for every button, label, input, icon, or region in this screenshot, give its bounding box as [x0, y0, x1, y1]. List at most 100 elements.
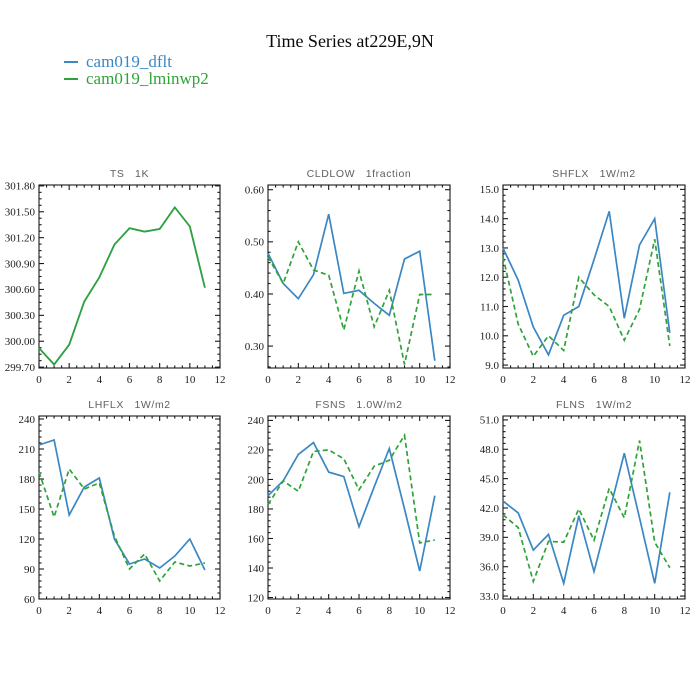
x-tick-label: 10: [414, 374, 426, 386]
x-tick-label: 10: [649, 605, 661, 617]
y-tick-label: 210: [19, 444, 36, 456]
subplot-cldlow: CLDLOW 1fraction 0.30 0.40 0.50 0.60 0 2 4 6 8 10…: [229, 159, 463, 394]
y-tick-label: 51.0: [480, 415, 500, 427]
plot-canvas-ts: 299.70 300.00 300.30 300.60 300.90 301.20 301.…: [5, 181, 226, 386]
x-tick-label: 6: [127, 605, 133, 617]
legend-item-dflt: cam019_dflt: [64, 51, 209, 71]
x-tick-label: 4: [97, 374, 103, 386]
plot-canvas-cldlow: 0.30 0.40 0.50 0.60 0 2 4 6 8 10 12: [245, 184, 456, 386]
plot-box: [38, 184, 221, 369]
y-tick-label: 45.0: [480, 473, 500, 485]
legend-line-swatch-blue: [64, 60, 78, 63]
subplot-fsns: FSNS 1.0W/m2 120 140 160 180 200 220 240 0 2 4 6 8 1…: [229, 390, 463, 625]
y-tick-label: 14.0: [480, 213, 500, 225]
y-tick-label: 11.0: [480, 301, 499, 313]
series-line-cam019_dflt: [502, 452, 671, 587]
x-tick-label: 8: [622, 374, 628, 386]
y-tick-label: 140: [248, 563, 265, 575]
axes: [267, 415, 451, 600]
y-tick-label: 120: [248, 592, 265, 604]
series-line-cam019_dflt: [267, 213, 436, 361]
subplot-shflx: SHFLX 1W/m2 9.0 10.0 11.0 12.0 13.0 14.0 15.0 0…: [464, 159, 698, 394]
x-tick-label: 12: [680, 605, 691, 617]
x-tick-label: 0: [265, 374, 271, 386]
x-tick-label: 4: [326, 605, 332, 617]
x-tick-label: 10: [649, 374, 661, 386]
x-tick-label: 10: [184, 374, 196, 386]
legend-label: cam019_dflt: [86, 51, 172, 71]
x-tick-label: 6: [356, 605, 362, 617]
x-tick-label: 2: [66, 605, 72, 617]
y-tick-label: 48.0: [480, 444, 500, 456]
x-tick-label: 10: [414, 605, 426, 617]
y-tick-label: 300.60: [5, 284, 36, 296]
x-tick-label: 2: [296, 605, 302, 617]
x-tick-label: 6: [591, 605, 597, 617]
legend-line-swatch-green: [64, 77, 78, 80]
axes: [38, 184, 221, 369]
axes: [38, 415, 221, 600]
subplot-title-fsns: FSNS 1.0W/m2: [315, 399, 403, 411]
legend: cam019_dflt cam019_lminwp2: [64, 51, 209, 88]
x-tick-label: 0: [36, 374, 42, 386]
x-tick-label: 0: [500, 605, 506, 617]
y-tick-label: 39.0: [480, 532, 500, 544]
y-tick-label: 60: [24, 594, 36, 606]
y-tick-label: 240: [19, 414, 36, 426]
x-tick-label: 12: [680, 374, 691, 386]
y-tick-label: 0.50: [245, 237, 265, 249]
axes: [267, 184, 451, 369]
y-tick-label: 180: [248, 504, 265, 516]
axes: [502, 415, 686, 600]
y-tick-label: 36.0: [480, 562, 500, 574]
y-tick-label: 301.20: [5, 232, 36, 244]
y-tick-label: 15.0: [480, 184, 500, 196]
x-tick-label: 0: [500, 374, 506, 386]
y-tick-label: 12.0: [480, 272, 500, 284]
y-tick-label: 0.40: [245, 289, 265, 301]
x-tick-label: 4: [326, 374, 332, 386]
x-tick-label: 8: [622, 605, 628, 617]
x-tick-label: 8: [157, 605, 163, 617]
x-tick-label: 6: [127, 374, 133, 386]
legend-item-lminwp2: cam019_lminwp2: [64, 68, 209, 88]
subplot-title-shflx: SHFLX 1W/m2: [552, 168, 636, 180]
series-line-cam019_lminwp2: [267, 239, 435, 365]
y-tick-label: 300.30: [5, 310, 36, 322]
x-tick-label: 2: [531, 374, 537, 386]
x-tick-label: 8: [387, 374, 393, 386]
y-tick-label: 10.0: [480, 331, 500, 343]
y-tick-label: 90: [24, 564, 36, 576]
y-tick-label: 42.0: [480, 503, 500, 515]
subplot-lhflx: LHFLX 1W/m2 60 90 120 150 180 210 240 0 2 4 6 8 10 12: [0, 390, 233, 625]
y-tick-label: 240: [248, 415, 265, 427]
y-tick-label: 33.0: [480, 591, 500, 603]
x-tick-label: 4: [561, 605, 567, 617]
series-line-cam019_dflt: [38, 438, 206, 571]
page-title: Time Series at229E,9N: [266, 31, 434, 51]
y-tick-label: 160: [248, 533, 265, 545]
series-line-cam019_dflt: [502, 211, 671, 357]
legend-label: cam019_lminwp2: [86, 68, 209, 88]
subplot-title-cldlow: CLDLOW 1fraction: [306, 168, 412, 180]
y-tick-label: 150: [19, 504, 36, 516]
x-tick-label: 2: [66, 374, 72, 386]
subplot-title-flns: FLNS 1W/m2: [555, 399, 633, 411]
x-tick-label: 12: [215, 374, 226, 386]
plot-canvas-lhflx: 60 90 120 150 180 210 240 0 2 4 6 8 10 12: [19, 414, 226, 617]
y-tick-label: 299.70: [5, 362, 36, 374]
axes: [502, 184, 686, 369]
plot-canvas-shflx: 9.0 10.0 11.0 12.0 13.0 14.0 15.0 0 2 4 6 8 10 12: [480, 184, 691, 386]
y-tick-label: 301.80: [5, 181, 36, 193]
x-tick-label: 2: [296, 374, 302, 386]
plot-box: [38, 415, 221, 600]
y-tick-label: 300.00: [5, 336, 36, 348]
x-tick-label: 12: [215, 605, 226, 617]
x-tick-label: 12: [445, 605, 456, 617]
x-tick-label: 2: [531, 605, 537, 617]
x-tick-label: 6: [356, 374, 362, 386]
subplot-flns: FLNS 1W/m2 33.0 36.0 39.0 42.0 45.0 48.0 51.0 0…: [464, 390, 698, 625]
plot-box: [502, 184, 686, 369]
subplot-title-ts: TS 1K: [109, 168, 150, 180]
